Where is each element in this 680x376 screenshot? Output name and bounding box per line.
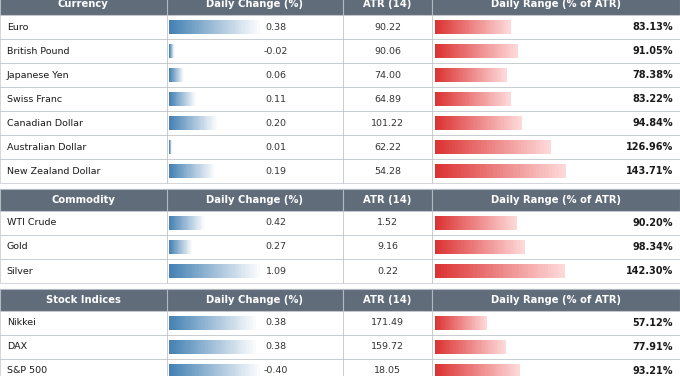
Text: WTI Crude: WTI Crude <box>7 218 56 227</box>
Text: British Pound: British Pound <box>7 47 69 56</box>
Text: Daily Range (% of ATR): Daily Range (% of ATR) <box>491 295 621 305</box>
Text: Currency: Currency <box>58 0 109 9</box>
Text: Japanese Yen: Japanese Yen <box>7 71 69 79</box>
Text: 78.38%: 78.38% <box>632 70 673 80</box>
Text: 18.05: 18.05 <box>374 367 401 376</box>
Text: 1.52: 1.52 <box>377 218 398 227</box>
Text: Nikkei: Nikkei <box>7 318 35 327</box>
Text: 143.71%: 143.71% <box>626 166 673 176</box>
Text: 171.49: 171.49 <box>371 318 404 327</box>
Text: 142.30%: 142.30% <box>626 266 673 276</box>
Text: 101.22: 101.22 <box>371 118 404 127</box>
Text: 0.38: 0.38 <box>266 23 287 32</box>
Text: 54.28: 54.28 <box>374 167 401 176</box>
Text: Silver: Silver <box>7 267 33 276</box>
Text: 0.38: 0.38 <box>266 343 287 352</box>
Text: DAX: DAX <box>7 343 27 352</box>
Text: 83.13%: 83.13% <box>632 22 673 32</box>
Text: 0.38: 0.38 <box>266 318 287 327</box>
Text: Canadian Dollar: Canadian Dollar <box>7 118 83 127</box>
Text: Gold: Gold <box>7 243 29 252</box>
Text: 0.06: 0.06 <box>266 71 287 79</box>
Text: 0.27: 0.27 <box>266 243 287 252</box>
Text: Euro: Euro <box>7 23 28 32</box>
Text: 159.72: 159.72 <box>371 343 404 352</box>
Text: 9.16: 9.16 <box>377 243 398 252</box>
Text: Daily Change (%): Daily Change (%) <box>207 195 303 205</box>
Text: Daily Range (% of ATR): Daily Range (% of ATR) <box>491 195 621 205</box>
Text: Daily Range (% of ATR): Daily Range (% of ATR) <box>491 0 621 9</box>
Text: 90.22: 90.22 <box>374 23 401 32</box>
Text: 64.89: 64.89 <box>374 94 401 103</box>
Text: 74.00: 74.00 <box>374 71 401 79</box>
Text: 94.84%: 94.84% <box>632 118 673 128</box>
Text: Swiss Franc: Swiss Franc <box>7 94 62 103</box>
Text: ATR (14): ATR (14) <box>363 0 412 9</box>
Text: 0.19: 0.19 <box>266 167 287 176</box>
Text: -0.02: -0.02 <box>264 47 288 56</box>
Text: 126.96%: 126.96% <box>626 142 673 152</box>
Text: 0.22: 0.22 <box>377 267 398 276</box>
Text: Australian Dollar: Australian Dollar <box>7 143 86 152</box>
Text: 90.06: 90.06 <box>374 47 401 56</box>
Text: Stock Indices: Stock Indices <box>46 295 121 305</box>
Text: 77.91%: 77.91% <box>632 342 673 352</box>
Text: ATR (14): ATR (14) <box>363 195 412 205</box>
Text: 0.11: 0.11 <box>266 94 287 103</box>
Text: Commodity: Commodity <box>52 195 115 205</box>
Text: 1.09: 1.09 <box>266 267 287 276</box>
Text: 0.20: 0.20 <box>266 118 287 127</box>
Text: Daily Change (%): Daily Change (%) <box>207 0 303 9</box>
Text: ATR (14): ATR (14) <box>363 295 412 305</box>
Text: -0.40: -0.40 <box>264 367 288 376</box>
Text: 98.34%: 98.34% <box>632 242 673 252</box>
Text: 93.21%: 93.21% <box>632 366 673 376</box>
Text: 83.22%: 83.22% <box>632 94 673 104</box>
Text: 0.01: 0.01 <box>266 143 287 152</box>
Text: New Zealand Dollar: New Zealand Dollar <box>7 167 101 176</box>
Text: 90.20%: 90.20% <box>632 218 673 228</box>
Text: 0.42: 0.42 <box>266 218 287 227</box>
Text: 57.12%: 57.12% <box>632 318 673 328</box>
Text: Daily Change (%): Daily Change (%) <box>207 295 303 305</box>
Text: 91.05%: 91.05% <box>632 46 673 56</box>
Text: S&P 500: S&P 500 <box>7 367 47 376</box>
Text: 62.22: 62.22 <box>374 143 401 152</box>
